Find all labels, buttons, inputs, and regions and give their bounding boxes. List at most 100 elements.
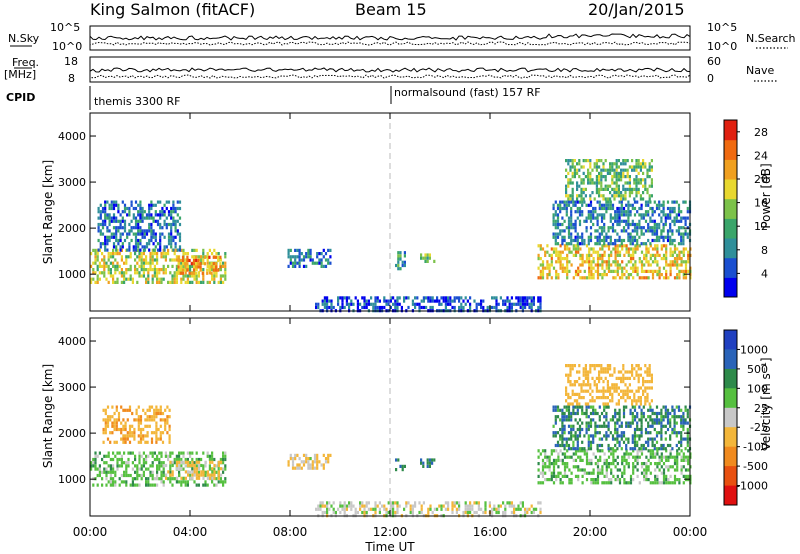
power-cell	[311, 261, 314, 265]
power-cell	[609, 162, 612, 166]
power-cell	[134, 200, 138, 204]
power-cell	[217, 252, 220, 256]
power-cell	[110, 235, 113, 239]
power-cell	[174, 206, 177, 211]
velocity-cell	[155, 411, 158, 416]
power-cell	[636, 242, 639, 246]
velocity-cell	[653, 421, 656, 425]
power-cell	[139, 232, 142, 236]
velocity-cell	[131, 483, 134, 487]
velocity-cell	[658, 455, 661, 459]
power-cell	[121, 200, 124, 204]
velocity-cell	[113, 418, 116, 422]
power-cell	[625, 247, 628, 251]
power-cell	[627, 210, 630, 214]
power-cell	[576, 242, 579, 246]
power-cell	[385, 299, 388, 303]
velocity-cell	[563, 415, 566, 419]
power-cell	[550, 247, 553, 251]
power-cell	[647, 276, 650, 280]
velocity-cell	[634, 465, 637, 469]
velocity-cell	[614, 465, 617, 469]
power-cell	[561, 266, 564, 270]
power-cell	[219, 277, 222, 281]
power-cell	[638, 260, 641, 264]
power-cell	[625, 203, 628, 207]
velocity-cell	[165, 473, 168, 477]
velocity-cell	[316, 457, 319, 461]
power-cell	[554, 232, 557, 236]
power-cell	[646, 191, 649, 195]
velocity-cell	[669, 424, 672, 428]
power-cell	[636, 200, 639, 204]
power-cell	[129, 252, 132, 256]
power-cell	[97, 248, 100, 252]
velocity-cell	[383, 504, 386, 508]
power-cell	[328, 299, 331, 303]
power-cell	[106, 216, 109, 220]
power-cell	[671, 229, 674, 233]
velocity-cell	[618, 443, 621, 448]
velocity-cell	[104, 421, 107, 425]
power-cell	[201, 271, 204, 275]
velocity-cell	[146, 424, 149, 428]
power-cell	[363, 302, 366, 306]
power-cell	[495, 305, 498, 310]
power-cell	[574, 210, 577, 214]
power-cell	[600, 181, 603, 185]
velocity-cell	[126, 437, 129, 441]
power-cell	[607, 200, 610, 204]
power-cell	[596, 229, 599, 233]
velocity-cell	[572, 408, 575, 412]
velocity-cell	[655, 415, 659, 419]
velocity-cell	[629, 452, 633, 456]
velocity-cell	[642, 411, 645, 416]
power-cell	[466, 299, 469, 303]
velocity-cell	[541, 458, 545, 462]
velocity-cell	[636, 440, 639, 444]
power-heatmap-data	[90, 159, 692, 313]
velocity-cell	[673, 431, 676, 435]
power-cell	[616, 216, 619, 220]
y-tick-label: 4000	[58, 130, 86, 143]
velocity-cell	[555, 478, 558, 482]
power-cell	[294, 261, 297, 265]
velocity-cell	[631, 405, 634, 409]
velocity-cell	[665, 449, 668, 453]
power-cell	[671, 200, 674, 204]
power-cell	[399, 257, 402, 261]
velocity-cell	[606, 396, 609, 400]
power-cell	[173, 274, 176, 278]
velocity-cell	[592, 478, 595, 482]
velocity-cell	[611, 437, 615, 441]
power-cell	[552, 235, 555, 239]
velocity-cell	[595, 389, 598, 393]
power-cell	[125, 277, 128, 281]
velocity-cell	[624, 370, 627, 374]
power-cell	[163, 245, 166, 249]
power-cell	[581, 260, 584, 264]
power-cell	[645, 260, 648, 264]
power-cell	[588, 247, 591, 251]
velocity-cell	[654, 478, 657, 482]
velocity-cell	[651, 449, 655, 453]
velocity-cell	[579, 468, 582, 472]
power-cell	[469, 296, 472, 300]
power-cell	[577, 269, 580, 273]
velocity-cell	[646, 399, 649, 403]
velocity-cell	[115, 440, 118, 444]
velocity-cell	[666, 415, 670, 419]
power-cell	[123, 222, 127, 227]
power-cell	[132, 248, 135, 252]
velocity-cell	[645, 462, 648, 466]
power-cell	[633, 181, 636, 185]
power-cell	[643, 276, 646, 280]
power-cell	[140, 252, 143, 256]
velocity-cell	[649, 424, 652, 428]
power-cell	[524, 299, 527, 303]
velocity-cell	[517, 504, 520, 508]
power-cell	[426, 253, 429, 257]
velocity-cell	[604, 389, 607, 393]
power-cell	[530, 302, 533, 306]
colorbar-frame	[723, 329, 738, 506]
